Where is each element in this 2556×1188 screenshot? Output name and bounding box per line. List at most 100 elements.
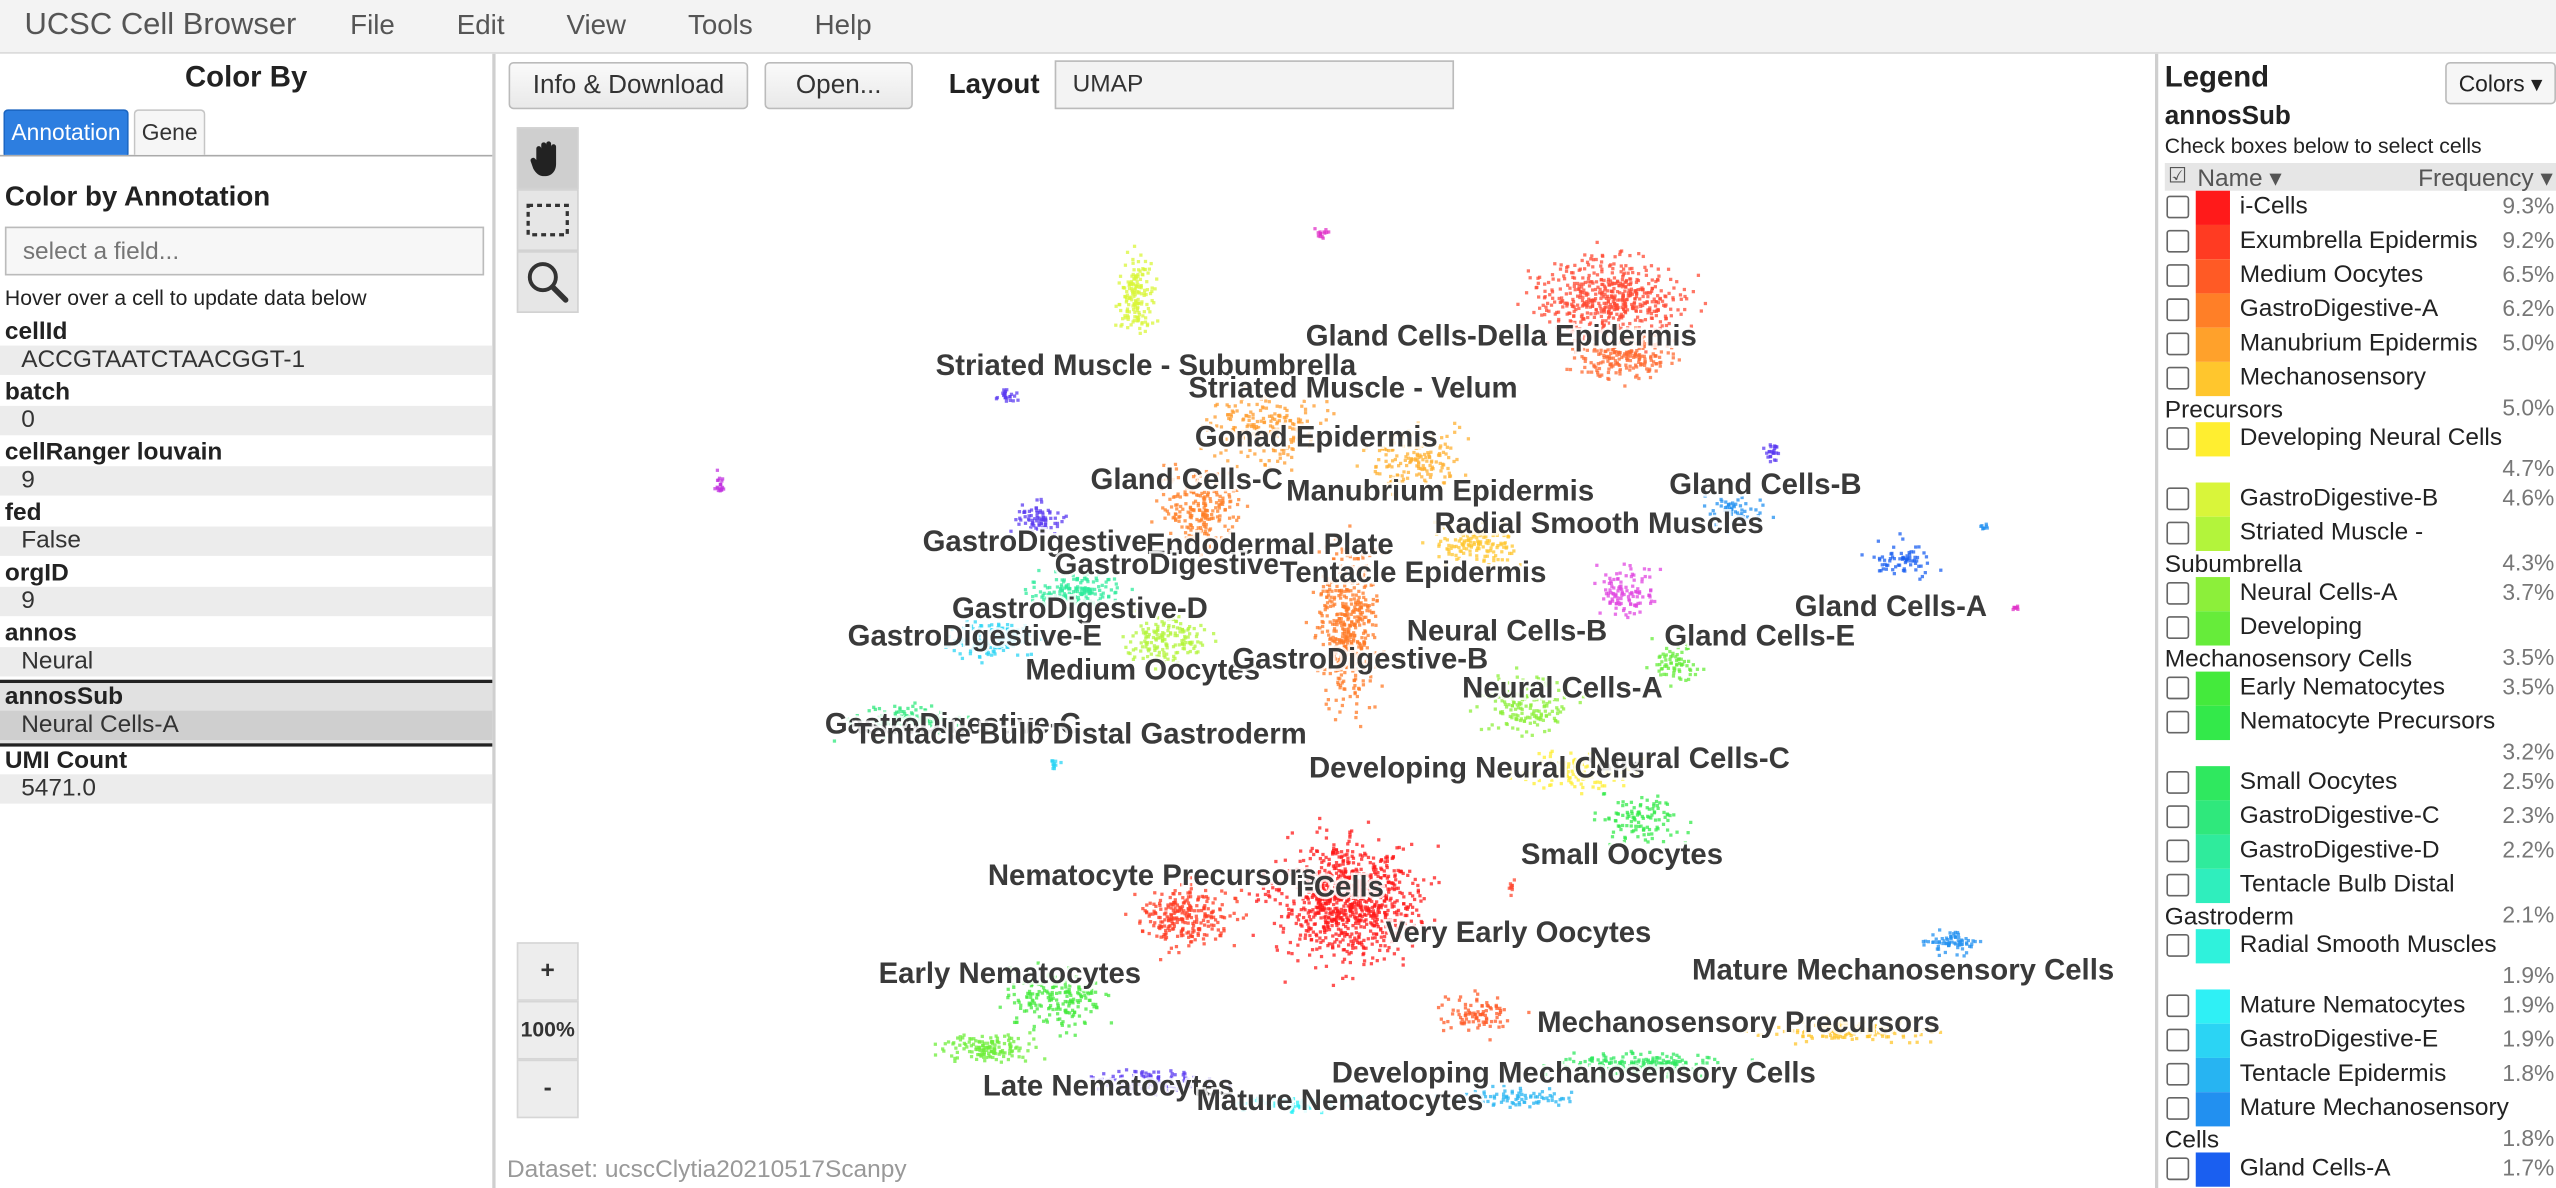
legend-item-checkbox[interactable] bbox=[2166, 298, 2190, 322]
legend-item-checkbox[interactable] bbox=[2166, 366, 2190, 390]
legend-color-swatch[interactable] bbox=[2195, 989, 2230, 1024]
legend-color-swatch[interactable] bbox=[2195, 929, 2230, 964]
legend-item[interactable]: GastroDigestive-E 1.9% bbox=[2158, 1023, 2556, 1058]
menu-view[interactable]: View bbox=[566, 9, 627, 41]
legend-item[interactable]: Small Oocytes 2.5% bbox=[2158, 766, 2556, 801]
legend-item[interactable]: GastroDigestive-B 4.6% bbox=[2158, 482, 2556, 517]
legend-color-swatch[interactable] bbox=[2195, 1092, 2230, 1127]
cluster-label: GastroDigestive bbox=[1055, 548, 1280, 581]
menu-edit[interactable]: Edit bbox=[456, 9, 505, 41]
legend-item-checkbox[interactable] bbox=[2166, 805, 2190, 829]
legend-item-checkbox[interactable] bbox=[2166, 839, 2190, 863]
sort-by-name[interactable]: Name ▾ bbox=[2197, 164, 2282, 193]
legend-item[interactable]: Medium Oocytes 6.5% bbox=[2158, 259, 2556, 294]
legend-item[interactable]: GastroDigestive-C 2.3% bbox=[2158, 800, 2556, 835]
legend-item-checkbox[interactable] bbox=[2166, 487, 2190, 511]
legend-item-checkbox[interactable] bbox=[2166, 581, 2190, 605]
legend-color-swatch[interactable] bbox=[2195, 482, 2230, 517]
legend-item[interactable]: Nematocyte Precursors 3.2% bbox=[2158, 705, 2556, 766]
legend-color-swatch[interactable] bbox=[2195, 224, 2230, 260]
legend-color-swatch[interactable] bbox=[2195, 516, 2230, 551]
legend-item-checkbox[interactable] bbox=[2166, 616, 2190, 639]
layout-select[interactable]: UMAP bbox=[1054, 60, 1455, 110]
legend-color-swatch[interactable] bbox=[2195, 1023, 2230, 1058]
meta-field[interactable]: cellRanger louvain 9 bbox=[0, 438, 493, 496]
legend-item-checkbox[interactable] bbox=[2166, 934, 2190, 957]
legend-color-swatch[interactable] bbox=[2195, 705, 2230, 741]
legend-item-checkbox[interactable] bbox=[2166, 332, 2190, 356]
menu-file[interactable]: File bbox=[350, 9, 395, 41]
legend-item[interactable]: Striated Muscle - Subumbrella 4.3% bbox=[2158, 516, 2556, 579]
legend-color-swatch[interactable] bbox=[2195, 834, 2230, 869]
legend-item[interactable]: Tentacle Epidermis 1.8% bbox=[2158, 1057, 2556, 1093]
legend-item-checkbox[interactable] bbox=[2166, 994, 2190, 1018]
legend-color-swatch[interactable] bbox=[2195, 259, 2230, 294]
legend-color-swatch[interactable] bbox=[2195, 577, 2230, 612]
menu-tools[interactable]: Tools bbox=[688, 9, 753, 41]
legend-item-checkbox[interactable] bbox=[2166, 676, 2190, 700]
zoom-in-button[interactable]: + bbox=[516, 942, 579, 1001]
legend-item-checkbox[interactable] bbox=[2166, 264, 2190, 287]
legend-color-swatch[interactable] bbox=[2195, 422, 2230, 457]
legend-item[interactable]: GastroDigestive-D 2.2% bbox=[2158, 834, 2556, 869]
legend-item-checkbox[interactable] bbox=[2166, 427, 2190, 450]
menu-help[interactable]: Help bbox=[814, 9, 872, 41]
meta-field[interactable]: annos Neural bbox=[0, 619, 493, 677]
legend-item-label: Tentacle Epidermis bbox=[2239, 1059, 2447, 1088]
meta-field[interactable]: fed False bbox=[0, 499, 493, 556]
legend-item[interactable]: Neural Cells-A 3.7% bbox=[2158, 577, 2556, 612]
sort-by-frequency[interactable]: Frequency ▾ bbox=[2418, 164, 2553, 193]
meta-field[interactable]: batch 0 bbox=[0, 378, 493, 436]
legend-item[interactable]: Gland Cells-A 1.7% bbox=[2158, 1152, 2556, 1187]
legend-color-swatch[interactable] bbox=[2195, 361, 2230, 397]
legend-color-swatch[interactable] bbox=[2195, 1057, 2230, 1093]
zoom-tool[interactable] bbox=[516, 251, 579, 313]
meta-field[interactable]: annosSub Neural Cells-A bbox=[0, 679, 493, 747]
legend-color-swatch[interactable] bbox=[2195, 800, 2230, 835]
select-all-checkbox[interactable]: ☑ bbox=[2168, 163, 2188, 188]
legend-item-checkbox[interactable] bbox=[2166, 710, 2190, 734]
legend-color-swatch[interactable] bbox=[2195, 190, 2230, 225]
legend-item-checkbox[interactable] bbox=[2166, 229, 2190, 253]
open-button[interactable]: Open... bbox=[764, 61, 913, 110]
meta-field[interactable]: orgID 9 bbox=[0, 559, 493, 617]
legend-item[interactable]: Mature Nematocytes 1.9% bbox=[2158, 989, 2556, 1024]
legend-color-swatch[interactable] bbox=[2195, 868, 2230, 904]
legend-item-checkbox[interactable] bbox=[2166, 1062, 2190, 1086]
legend-item[interactable]: GastroDigestive-A 6.2% bbox=[2158, 293, 2556, 328]
legend-color-swatch[interactable] bbox=[2195, 766, 2230, 801]
legend-item[interactable]: Tentacle Bulb Distal Gastroderm 2.1% bbox=[2158, 868, 2556, 931]
rectangle-select-tool[interactable] bbox=[516, 189, 579, 252]
legend-color-swatch[interactable] bbox=[2195, 611, 2230, 646]
legend-color-swatch[interactable] bbox=[2195, 293, 2230, 328]
legend-item[interactable]: Developing Mechanosensory Cells 3.5% bbox=[2158, 611, 2556, 673]
tab-annotation[interactable]: Annotation bbox=[3, 109, 129, 155]
legend-item[interactable]: Exumbrella Epidermis 9.2% bbox=[2158, 224, 2556, 260]
legend-item-checkbox[interactable] bbox=[2166, 771, 2190, 794]
legend-item-checkbox[interactable] bbox=[2166, 1097, 2190, 1120]
meta-field[interactable]: cellId ACCGTAATCTAACGGT-1 bbox=[0, 318, 493, 375]
legend-item-checkbox[interactable] bbox=[2166, 195, 2190, 219]
meta-field[interactable]: UMI Count 5471.0 bbox=[0, 747, 493, 804]
legend-item[interactable]: Manubrium Epidermis 5.0% bbox=[2158, 327, 2556, 362]
legend-color-swatch[interactable] bbox=[2195, 671, 2230, 706]
legend-item-checkbox[interactable] bbox=[2166, 521, 2190, 545]
legend-item[interactable]: Mature Mechanosensory Cells 1.8% bbox=[2158, 1092, 2556, 1154]
legend-item-checkbox[interactable] bbox=[2166, 1028, 2190, 1052]
pan-tool[interactable] bbox=[516, 127, 579, 190]
legend-item[interactable]: Mechanosensory Precursors 5.0% bbox=[2158, 361, 2556, 424]
legend-item[interactable]: Early Nematocytes 3.5% bbox=[2158, 671, 2556, 706]
legend-item[interactable]: i-Cells 9.3% bbox=[2158, 190, 2556, 225]
legend-item[interactable]: Developing Neural Cells 4.7% bbox=[2158, 422, 2556, 482]
legend-item-checkbox[interactable] bbox=[2166, 873, 2190, 897]
legend-item[interactable]: Radial Smooth Muscles 1.9% bbox=[2158, 929, 2556, 989]
field-select-input[interactable] bbox=[4, 226, 485, 276]
legend-color-swatch[interactable] bbox=[2195, 1152, 2230, 1187]
legend-color-swatch[interactable] bbox=[2195, 327, 2230, 362]
colors-button[interactable]: Colors ▾ bbox=[2445, 61, 2556, 105]
info-download-button[interactable]: Info & Download bbox=[508, 61, 749, 110]
tab-gene[interactable]: Gene bbox=[133, 109, 206, 155]
zoom-out-button[interactable]: - bbox=[516, 1059, 579, 1119]
legend-item-checkbox[interactable] bbox=[2166, 1157, 2190, 1181]
